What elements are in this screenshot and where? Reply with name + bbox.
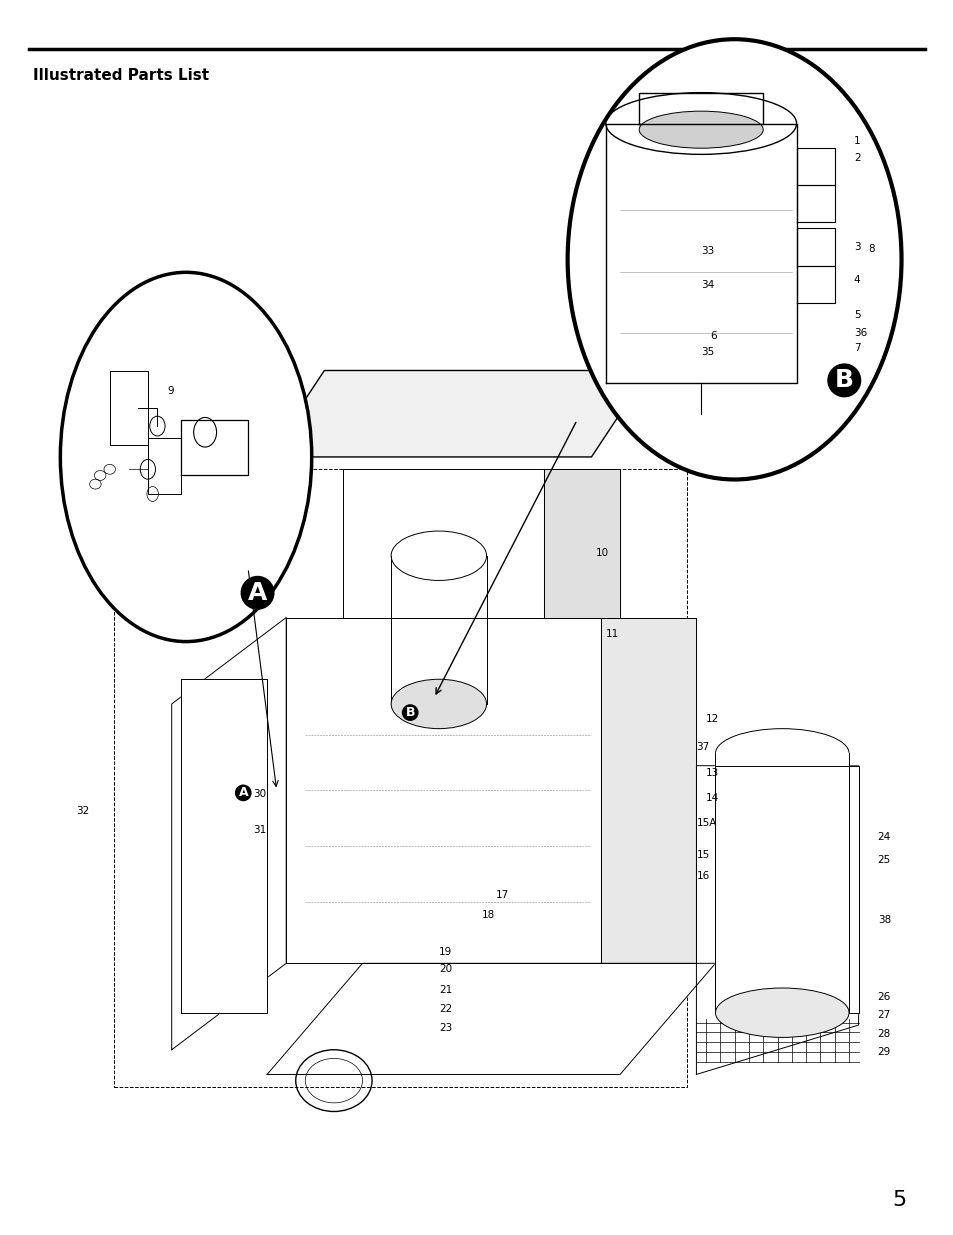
Text: 13: 13 [705, 768, 719, 778]
Text: 3: 3 [853, 242, 860, 252]
Text: Illustrated Parts List: Illustrated Parts List [33, 68, 210, 83]
Text: 28: 28 [877, 1029, 890, 1039]
Text: 15: 15 [696, 850, 709, 860]
Polygon shape [148, 438, 181, 494]
Ellipse shape [391, 679, 486, 729]
Text: 8: 8 [867, 245, 874, 254]
Polygon shape [696, 766, 858, 1074]
Text: B: B [405, 706, 415, 719]
Polygon shape [796, 148, 834, 185]
Ellipse shape [567, 40, 901, 479]
Text: 23: 23 [438, 1023, 452, 1032]
Text: A: A [248, 580, 267, 605]
Text: 16: 16 [696, 871, 709, 881]
Text: 2: 2 [853, 153, 860, 163]
Text: 21: 21 [438, 986, 452, 995]
Polygon shape [391, 556, 486, 704]
Polygon shape [715, 766, 858, 1013]
Text: 17: 17 [496, 890, 509, 900]
Text: 24: 24 [877, 832, 890, 842]
Text: 4: 4 [853, 275, 860, 285]
Polygon shape [172, 618, 286, 1050]
Text: 20: 20 [438, 965, 452, 974]
Text: 11: 11 [605, 629, 618, 638]
Polygon shape [600, 618, 696, 963]
Polygon shape [796, 185, 834, 222]
Polygon shape [605, 124, 796, 383]
Text: 29: 29 [877, 1047, 890, 1057]
Text: 18: 18 [481, 910, 495, 920]
Polygon shape [267, 963, 715, 1074]
Polygon shape [343, 469, 543, 618]
Ellipse shape [60, 273, 312, 642]
Polygon shape [181, 420, 248, 475]
Text: 5: 5 [891, 1191, 905, 1210]
Text: 14: 14 [705, 793, 719, 803]
Ellipse shape [715, 988, 848, 1037]
Polygon shape [181, 679, 267, 1013]
Text: 35: 35 [700, 347, 714, 357]
Text: 32: 32 [76, 806, 90, 816]
Polygon shape [110, 370, 148, 445]
Text: 30: 30 [253, 789, 266, 799]
Text: 10: 10 [596, 548, 609, 558]
Polygon shape [715, 753, 848, 1013]
Text: 9: 9 [167, 387, 173, 396]
Ellipse shape [639, 111, 762, 148]
Text: 37: 37 [696, 742, 709, 752]
Text: 12: 12 [705, 714, 719, 724]
Text: 19: 19 [438, 947, 452, 957]
Polygon shape [796, 266, 834, 303]
Text: 34: 34 [700, 280, 714, 290]
Text: 5: 5 [853, 310, 860, 320]
Polygon shape [543, 469, 619, 618]
Text: 38: 38 [877, 915, 890, 925]
Text: 25: 25 [877, 855, 890, 864]
Text: 22: 22 [438, 1004, 452, 1014]
Text: 7: 7 [853, 343, 860, 353]
Polygon shape [267, 370, 648, 457]
Text: 36: 36 [853, 329, 866, 338]
Polygon shape [639, 93, 762, 124]
Text: A: A [238, 787, 248, 799]
Text: 33: 33 [700, 246, 714, 256]
Text: 6: 6 [710, 331, 717, 341]
Text: 27: 27 [877, 1010, 890, 1020]
Polygon shape [796, 228, 834, 266]
Text: 15A: 15A [696, 818, 716, 827]
Polygon shape [286, 618, 600, 963]
Text: 31: 31 [253, 825, 266, 835]
Text: 26: 26 [877, 992, 890, 1002]
Text: B: B [834, 368, 853, 393]
Text: 1: 1 [853, 136, 860, 146]
